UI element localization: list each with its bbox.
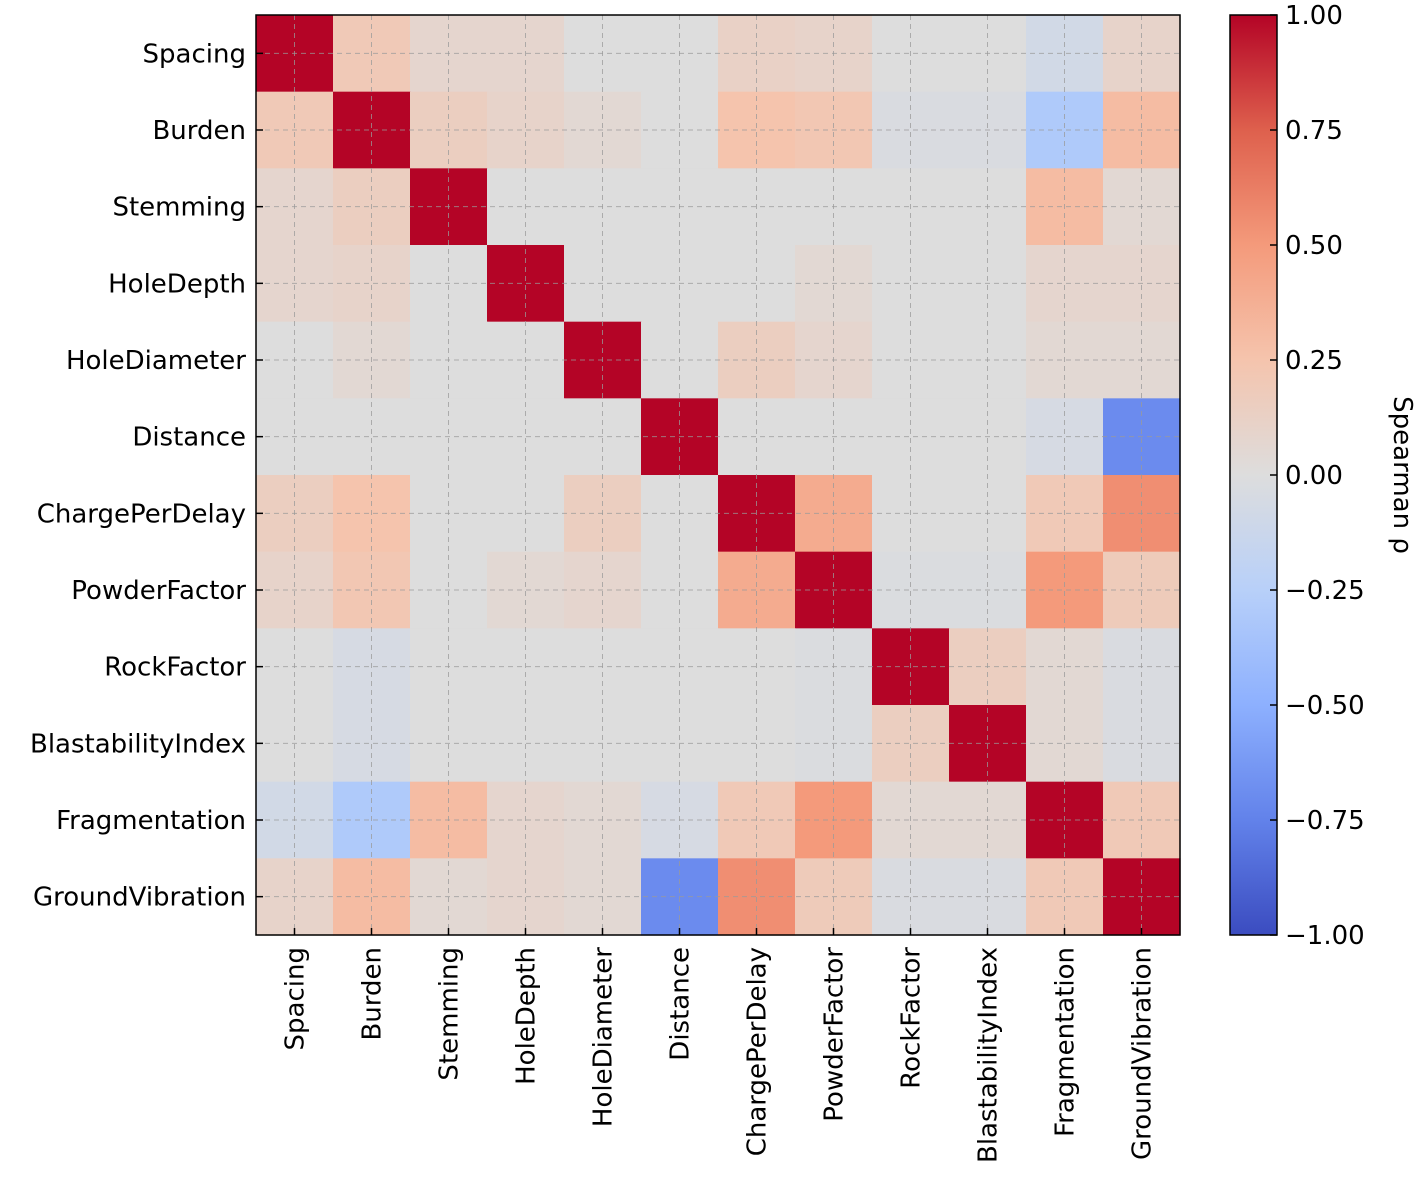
heatmap-cell-PowderFactor-ChargePerDelay <box>718 551 796 629</box>
x-tick-label-PowderFactor: PowderFactor <box>820 947 850 1122</box>
heatmap-cell-BlastabilityIndex-HoleDepth <box>487 705 565 783</box>
colorbar-tick-label: −1.00 <box>1285 921 1365 951</box>
y-tick-label-Stemming: Stemming <box>112 193 246 223</box>
colorbar <box>1229 14 1278 936</box>
heatmap-cell-PowderFactor-Fragmentation <box>1026 551 1104 629</box>
colorbar-label: Spearman ρ <box>1387 396 1416 554</box>
heatmap-cell-HoleDepth-RockFactor <box>872 245 950 323</box>
heatmap-cell-BlastabilityIndex-Burden <box>333 705 411 783</box>
heatmap-cell-HoleDepth-ChargePerDelay <box>718 245 796 323</box>
heatmap-cell-Distance-Fragmentation <box>1026 398 1104 476</box>
heatmap-cell-Burden-HoleDepth <box>487 91 565 169</box>
heatmap-cell-PowderFactor-RockFactor <box>872 551 950 629</box>
x-tick-label-Spacing: Spacing <box>281 947 311 1050</box>
x-tick-label-GroundVibration: GroundVibration <box>1128 947 1158 1160</box>
heatmap-cell-Burden-ChargePerDelay <box>718 91 796 169</box>
y-tick-label-PowderFactor: PowderFactor <box>71 576 246 606</box>
y-tick-label-BlastabilityIndex: BlastabilityIndex <box>30 729 246 759</box>
x-tick-label-HoleDiameter: HoleDiameter <box>589 947 619 1127</box>
heatmap-cell-Burden-RockFactor <box>872 91 950 169</box>
x-tick-label-Burden: Burden <box>358 947 388 1041</box>
colorbar-tick-label: 0.75 <box>1285 116 1343 146</box>
colorbar-ticks: 1.00 0.75 0.50 0.25 0.00 −0.25 −0.50 −0.75 −1.00 <box>1270 1 1365 951</box>
colorbar-tick-label: −0.75 <box>1285 806 1365 836</box>
y-tick-label-RockFactor: RockFactor <box>104 653 246 683</box>
heatmap-cell-BlastabilityIndex-RockFactor <box>872 705 950 783</box>
y-tick-label-HoleDiameter: HoleDiameter <box>66 346 246 376</box>
colorbar-tick-label: 0.50 <box>1285 231 1343 261</box>
x-tick-label-ChargePerDelay: ChargePerDelay <box>743 947 773 1156</box>
x-tick-label-Distance: Distance <box>666 947 696 1061</box>
heatmap-cell-Distance-HoleDepth <box>487 398 565 476</box>
x-axis-ticks: Spacing Burden Stemming HoleDepth HoleDiamet… <box>281 928 1158 1163</box>
x-tick-label-HoleDepth: HoleDepth <box>512 947 542 1085</box>
y-tick-label-ChargePerDelay: ChargePerDelay <box>37 499 246 529</box>
x-tick-label-BlastabilityIndex: BlastabilityIndex <box>974 947 1004 1163</box>
plot-frame <box>255 14 1181 936</box>
heatmap-cell-BlastabilityIndex-Fragmentation <box>1026 705 1104 783</box>
heatmap-cell-Burden-Fragmentation <box>1026 91 1104 169</box>
heatmap-cell-HoleDepth-Burden <box>333 245 411 323</box>
heatmap-cell-HoleDepth-Fragmentation <box>1026 245 1104 323</box>
y-tick-label-Distance: Distance <box>132 423 246 453</box>
heatmap-cells <box>256 15 1181 936</box>
colorbar-tick-label: 1.00 <box>1285 1 1343 31</box>
heatmap-cell-PowderFactor-HoleDepth <box>487 551 565 629</box>
heatmap-cell-HoleDepth-HoleDepth <box>487 245 565 323</box>
heatmap-gridlines <box>256 15 1180 935</box>
y-axis-ticks: Spacing Burden Stemming HoleDepth HoleDiamet… <box>30 39 263 913</box>
colorbar-tick-label: 0.25 <box>1285 346 1343 376</box>
y-tick-label-GroundVibration: GroundVibration <box>33 883 246 913</box>
heatmap-cell-Distance-RockFactor <box>872 398 950 476</box>
y-tick-label-HoleDepth: HoleDepth <box>108 269 246 299</box>
y-tick-label-Fragmentation: Fragmentation <box>56 806 246 836</box>
heatmap-cell-Burden-Burden <box>333 91 411 169</box>
heatmap-cell-Distance-ChargePerDelay <box>718 398 796 476</box>
x-tick-label-RockFactor: RockFactor <box>897 947 927 1089</box>
colorbar-tick-label: 0.00 <box>1285 461 1343 491</box>
heatmap-cell-PowderFactor-Burden <box>333 551 411 629</box>
heatmap-cell-Distance-Burden <box>333 398 411 476</box>
y-tick-label-Burden: Burden <box>152 116 246 146</box>
colorbar-tick-label: −0.25 <box>1285 576 1365 606</box>
colorbar-tick-label: −0.50 <box>1285 691 1365 721</box>
heatmap-cell-BlastabilityIndex-ChargePerDelay <box>718 705 796 783</box>
x-tick-label-Fragmentation: Fragmentation <box>1051 947 1081 1137</box>
x-tick-label-Stemming: Stemming <box>435 947 465 1081</box>
y-tick-label-Spacing: Spacing <box>143 39 246 69</box>
